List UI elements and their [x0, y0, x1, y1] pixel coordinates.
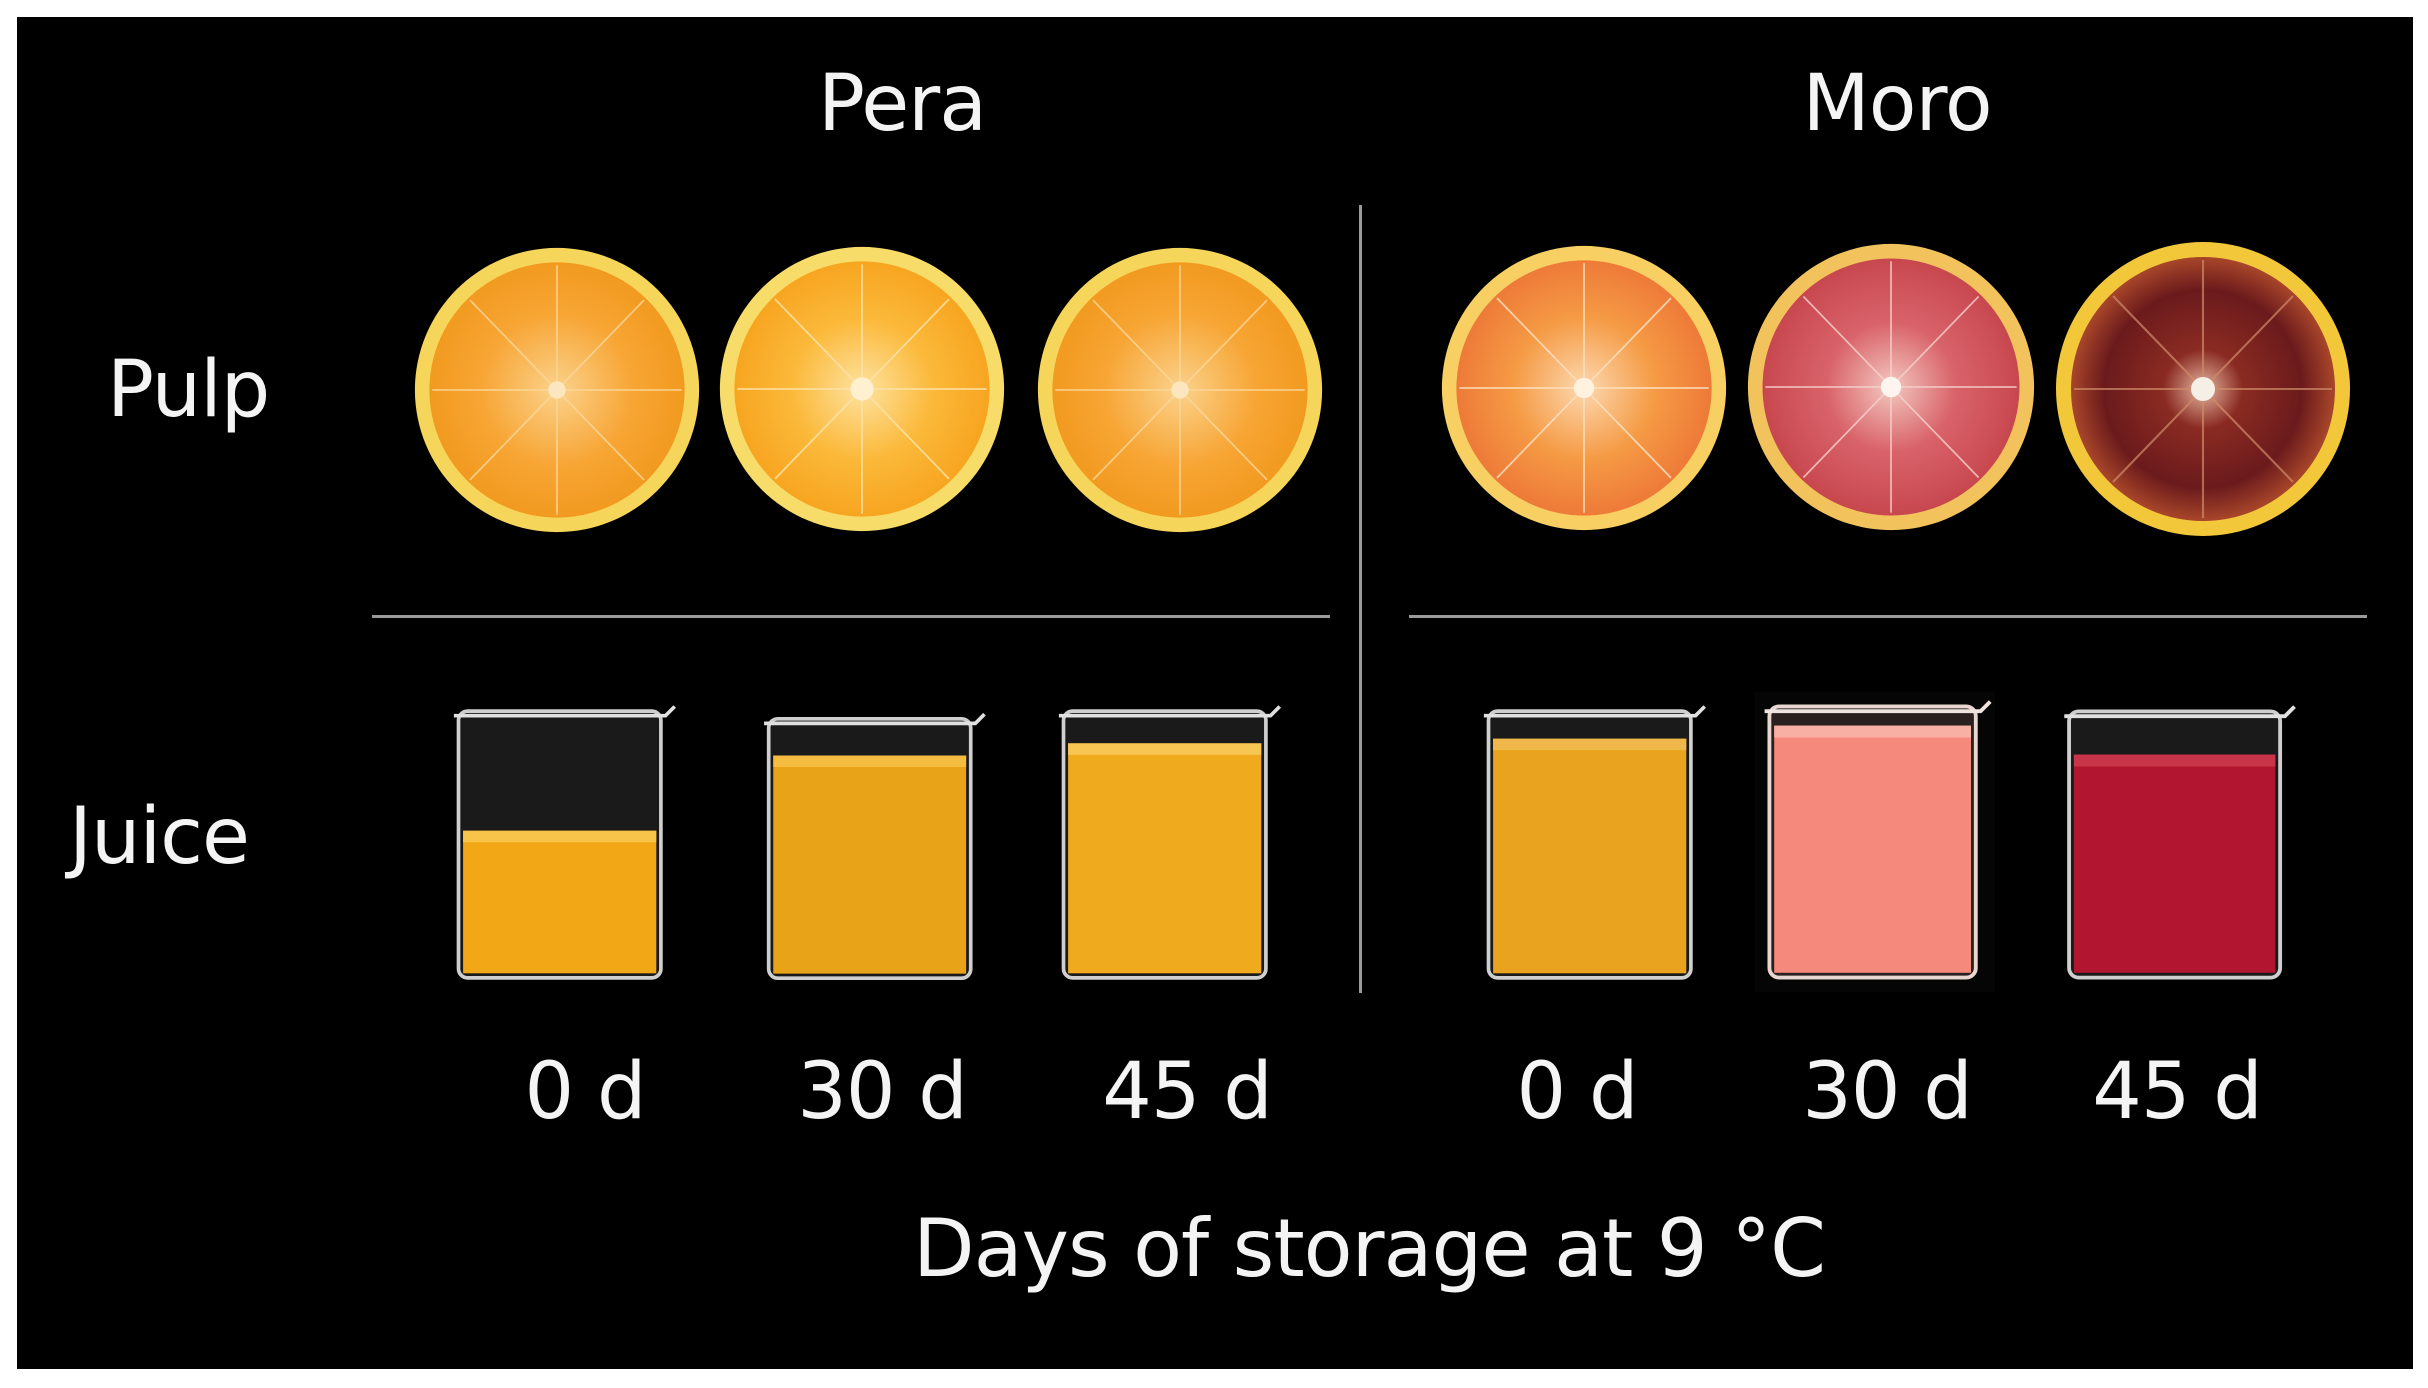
photo-moro-pulp-30d: [1745, 241, 2037, 533]
photo-pera-pulp-45d: [1035, 245, 1325, 535]
photo-moro-pulp-45d: [2053, 239, 2353, 539]
vertical-divider: [1359, 205, 1362, 993]
photo-pera-pulp-0d: [412, 245, 702, 535]
photo-pera-pulp-30d: [717, 239, 1007, 539]
photo-moro-pulp-0d: [1439, 243, 1729, 533]
column-title-pera: Pera: [817, 59, 987, 149]
day-label-moro-30: 30 d: [1802, 1047, 1973, 1137]
figure-panel: Pera Moro Pulp Juice: [17, 17, 2413, 1369]
day-label-pera-30: 30 d: [797, 1047, 968, 1137]
x-axis-label: Days of storage at 9 °C: [913, 1202, 1826, 1295]
photo-moro-juice-0d: [1477, 697, 1707, 992]
day-label-pera-45: 45 d: [1102, 1047, 1273, 1137]
photo-pera-juice-0d: [447, 697, 677, 992]
photo-pera-juice-45d: [1052, 697, 1282, 992]
day-label-moro-0: 0 d: [1516, 1047, 1639, 1137]
photo-moro-juice-30d: [1755, 692, 1995, 992]
photo-moro-juice-45d: [2057, 697, 2297, 992]
day-label-moro-45: 45 d: [2092, 1047, 2263, 1137]
photo-pera-juice-30d: [757, 705, 987, 992]
horizontal-divider-moro: [1409, 615, 2367, 618]
row-label-juice: Juice: [69, 792, 250, 882]
horizontal-divider-pera: [372, 615, 1330, 618]
day-label-pera-0: 0 d: [524, 1047, 647, 1137]
column-title-moro: Moro: [1802, 59, 1992, 149]
row-label-pulp: Pulp: [107, 345, 270, 435]
